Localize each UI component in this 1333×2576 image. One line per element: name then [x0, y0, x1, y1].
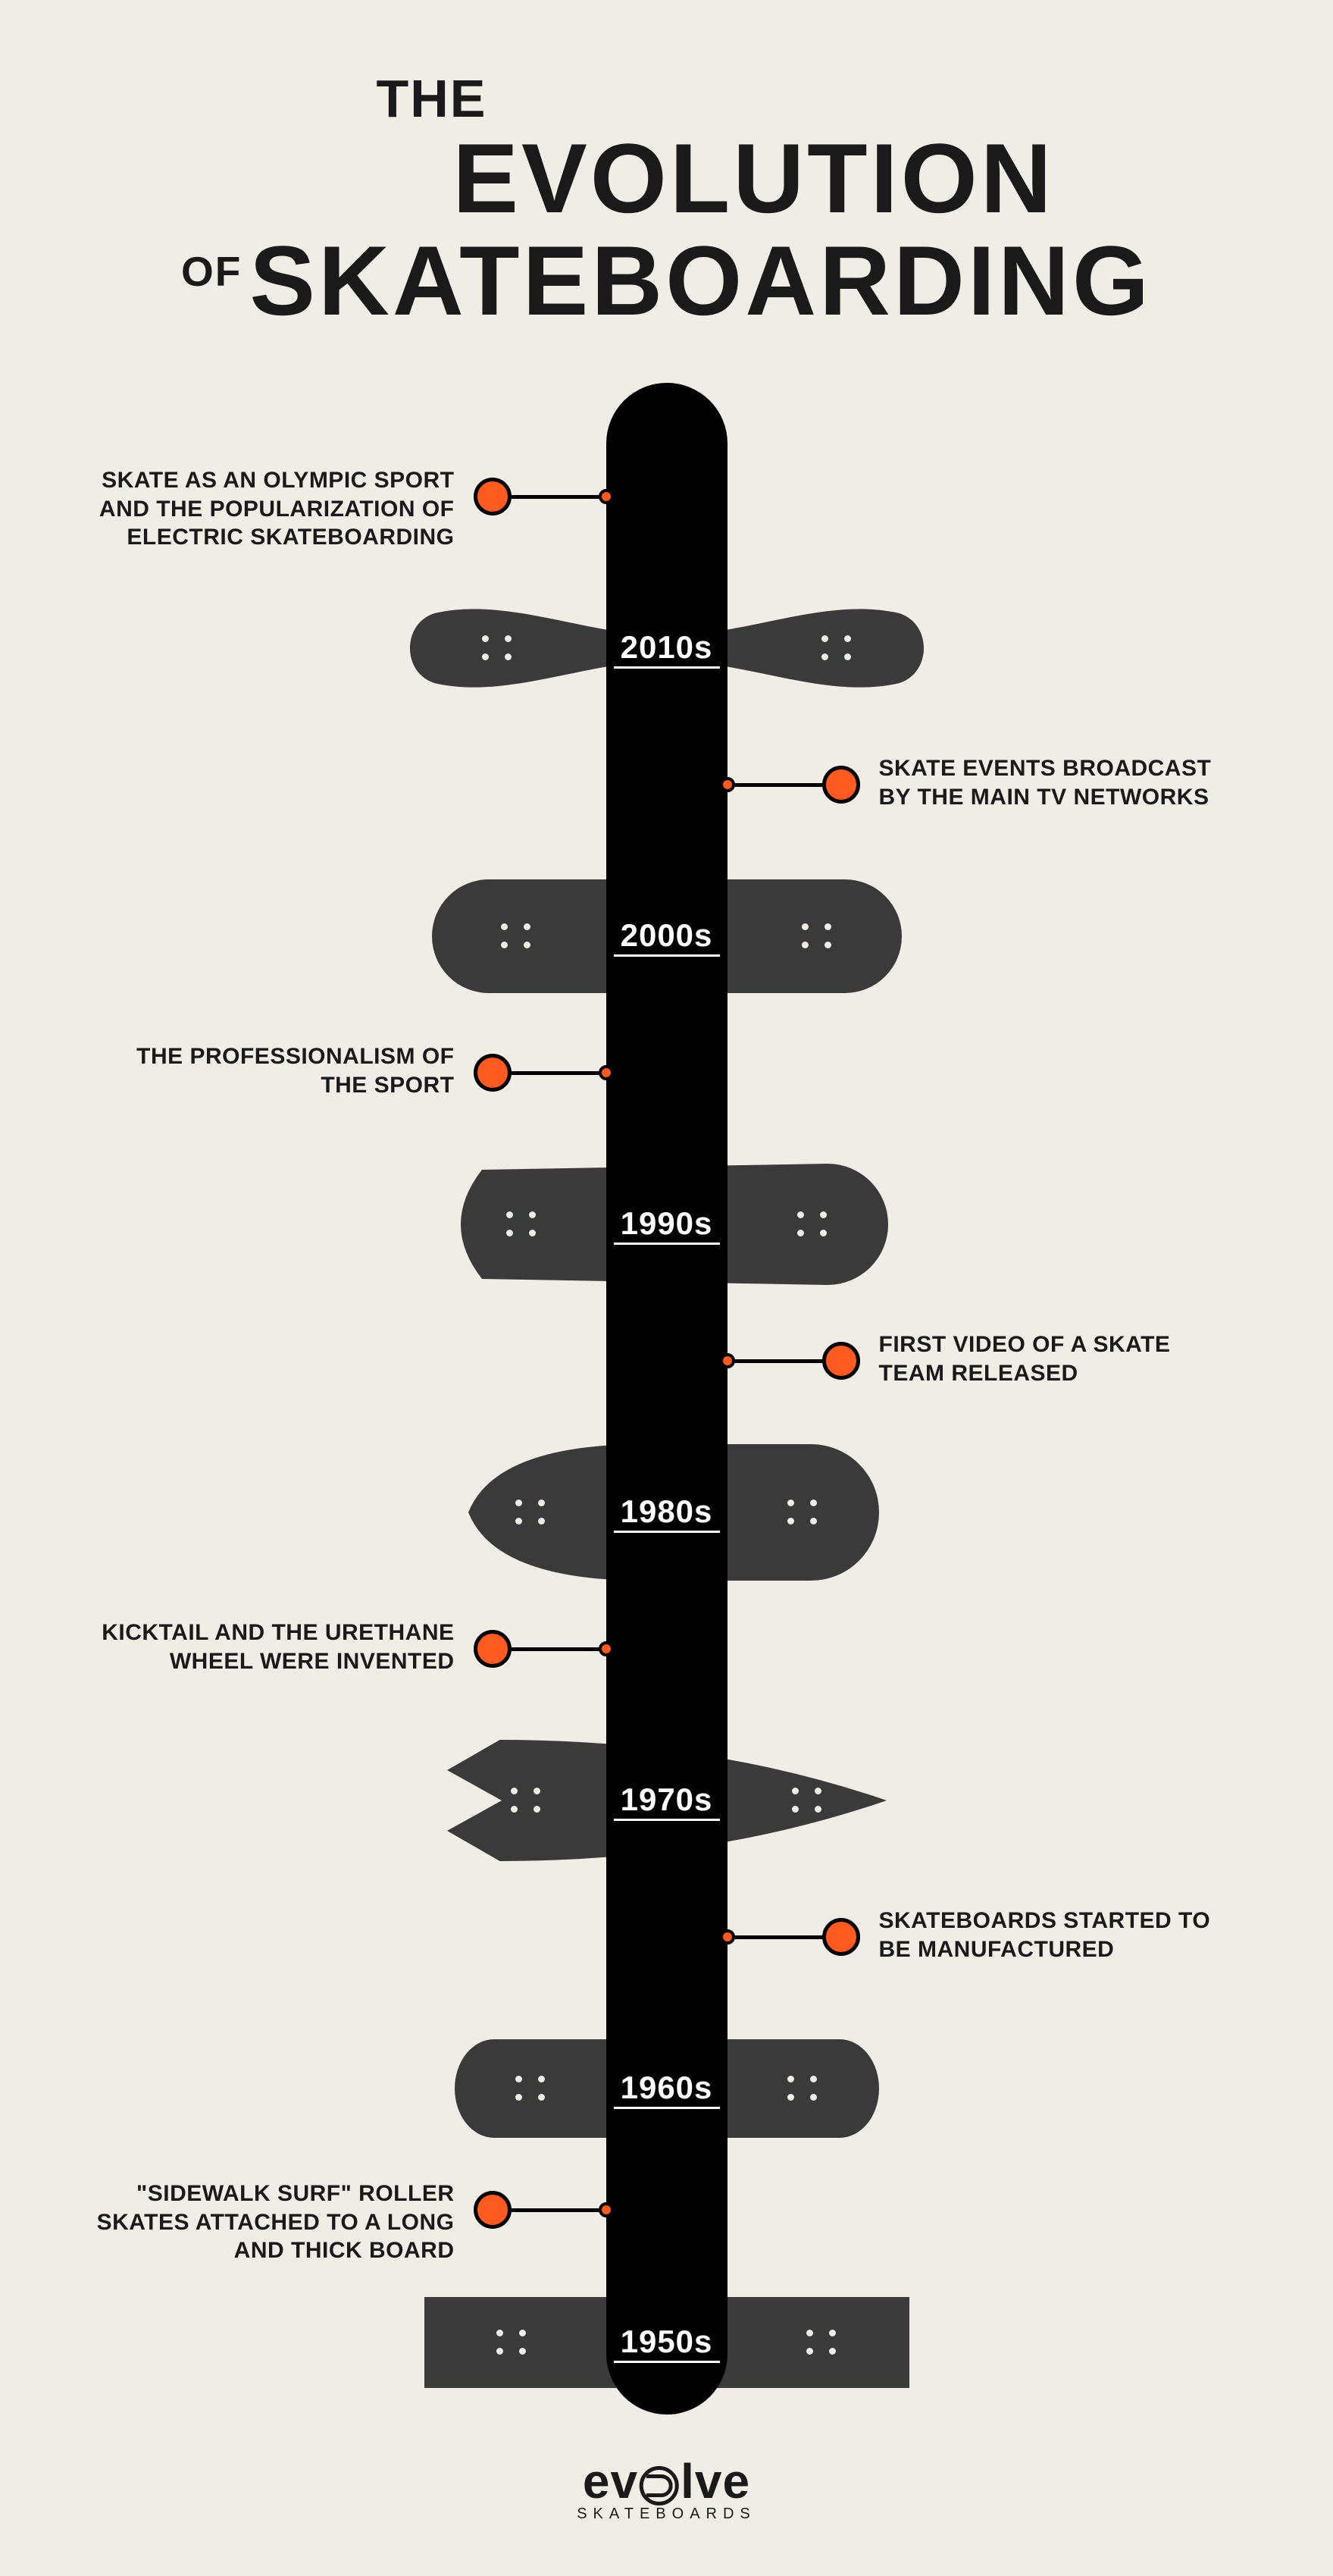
title-of: OF — [181, 247, 242, 296]
decade-1980s: 1980s — [621, 1493, 713, 1530]
timeline: 2010s 2000s 1990s 1980s 1970s 1960s 1950s SKATE… — [0, 383, 1333, 2475]
decade-1950s: 1950s — [621, 2324, 713, 2360]
footer-logo: ev lve SKATEBOARDS — [577, 2453, 756, 2523]
brand-logo-icon — [640, 2466, 679, 2505]
entry-6: "SIDEWALK SURF" ROLLER SKATES ATTACHED T… — [91, 2180, 455, 2265]
brand-pre: ev — [583, 2453, 638, 2509]
entry-0: SKATE AS AN OLYMPIC SPORT AND THE POPULA… — [91, 466, 455, 552]
decade-1960s: 1960s — [621, 2070, 713, 2106]
dot-small-icon — [720, 777, 735, 792]
entry-4: KICKTAIL AND THE URETHANE WHEEL WERE INV… — [91, 1619, 455, 1675]
brand-post: lve — [681, 2453, 750, 2509]
entry-3: FIRST VIDEO OF A SKATE TEAM RELEASED — [879, 1330, 1243, 1387]
decade-1970s: 1970s — [621, 1782, 713, 1818]
decade-2010s: 2010s — [621, 629, 713, 666]
dot-big-icon — [474, 478, 512, 516]
entry-1: SKATE EVENTS BROADCAST BY THE MAIN TV NE… — [879, 754, 1243, 811]
dot-small-icon — [599, 1641, 614, 1656]
dot-small-icon — [720, 1929, 735, 1945]
title-skateboarding: SKATEBOARDING — [249, 224, 1152, 337]
title-the: THE — [0, 68, 1333, 129]
dot-small-icon — [599, 489, 614, 504]
timeline-column — [606, 383, 728, 2415]
decade-2000s: 2000s — [621, 917, 713, 954]
entry-2: THE PROFESSIONALISM OF THE SPORT — [91, 1042, 455, 1099]
dot-big-icon — [822, 766, 860, 804]
dot-small-icon — [599, 2202, 614, 2217]
entry-5: SKATEBOARDS STARTED TO BE MANUFACTURED — [879, 1907, 1243, 1963]
title-evolution: EVOLUTION — [174, 121, 1333, 235]
dot-small-icon — [599, 1065, 614, 1080]
dot-small-icon — [720, 1353, 735, 1368]
dot-big-icon — [474, 2191, 512, 2229]
dot-big-icon — [822, 1918, 860, 1956]
dot-big-icon — [474, 1054, 512, 1092]
dot-big-icon — [474, 1630, 512, 1668]
dot-big-icon — [822, 1342, 860, 1380]
decade-1990s: 1990s — [621, 1205, 713, 1242]
brand-sub: SKATEBOARDS — [577, 2505, 756, 2523]
title: THE EVOLUTION OF SKATEBOARDING — [0, 0, 1333, 337]
